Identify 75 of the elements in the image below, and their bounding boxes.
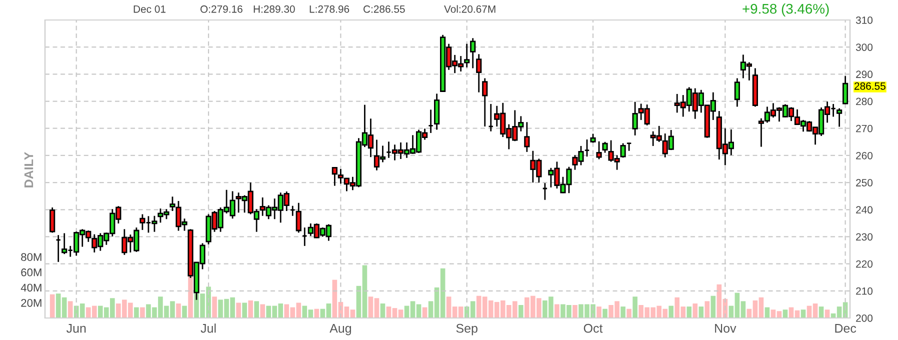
candlestick: [596, 140, 602, 160]
x-tick-label: Sep: [456, 324, 478, 336]
candlestick: [296, 202, 302, 234]
x-tick-label: Jul: [200, 324, 216, 333]
y-tick-label: 240: [856, 206, 873, 214]
candlestick: [434, 92, 440, 130]
bar: [572, 305, 578, 318]
bar: [704, 301, 710, 318]
text: L:278.96: [310, 5, 350, 13]
bar: [260, 304, 265, 318]
bar: [668, 306, 674, 318]
y2-tick-label: 20M: [21, 298, 42, 307]
candlestick: [620, 142, 626, 158]
bar: [686, 306, 692, 318]
bar: [602, 308, 608, 318]
bar: [554, 304, 560, 318]
bar: [380, 303, 386, 318]
bar: [692, 303, 698, 318]
bar: [140, 307, 145, 318]
x-tick-label: Aug: [330, 324, 352, 336]
bar: [620, 306, 626, 318]
text: DAILY: [24, 152, 34, 188]
candlestick: [524, 121, 530, 153]
y2-tick-label: 80M: [21, 253, 42, 262]
bar: [50, 294, 55, 318]
x-tick-label: Nov: [715, 324, 736, 333]
y-tick-label: 280: [856, 98, 873, 106]
y-tick-label: 230: [856, 233, 873, 241]
bar: [626, 308, 632, 318]
bar: [710, 296, 716, 318]
candlestick: [734, 78, 740, 108]
x-tick-label: Oct: [584, 324, 603, 333]
bar: [134, 307, 139, 318]
bar: [248, 300, 253, 318]
bar: [254, 301, 259, 318]
candlestick: [476, 53, 482, 94]
bar: [242, 302, 247, 318]
text: Vol:20.67M: [444, 5, 496, 13]
candlestick: [332, 166, 338, 186]
x-tick-label: Jun: [66, 324, 86, 333]
bar: [818, 306, 824, 318]
candlestick: [470, 37, 476, 69]
text: O:279.16: [200, 5, 242, 13]
bar: [698, 306, 704, 318]
bar: [68, 301, 73, 318]
x-tick-label: Dec: [835, 324, 856, 333]
candlestick: [602, 141, 608, 154]
y-tick-label: 220: [856, 260, 873, 268]
candlestick: [50, 206, 56, 234]
candlestick: [482, 78, 488, 128]
y-tick-label: 200: [856, 314, 873, 322]
y-tick-label: 310: [856, 16, 873, 24]
y-tick-label: 260: [856, 152, 873, 160]
y2-tick-label: 60M: [21, 268, 42, 276]
candlestick: [842, 75, 848, 105]
bar: [176, 303, 181, 318]
text: Dec 01: [134, 5, 166, 13]
bar: [596, 306, 602, 318]
text: +9.58 (3.46%): [742, 4, 829, 16]
bar: [632, 296, 638, 318]
candlestick: [464, 43, 470, 68]
y-tick-label: 270: [856, 124, 873, 132]
bar: [236, 302, 241, 318]
y-tick-label: 300: [856, 44, 873, 51]
bar: [212, 296, 217, 318]
y2-tick-label: 40M: [20, 284, 42, 292]
text: H:289.30: [254, 5, 295, 13]
bar: [182, 306, 187, 318]
text: C:286.55: [364, 5, 405, 13]
y-tick-label: 210: [856, 287, 873, 295]
bar: [518, 305, 524, 318]
y-tick-label: 290: [856, 70, 873, 78]
text: 286.55: [854, 82, 886, 90]
y-tick-label: 250: [856, 179, 873, 186]
candlestick: [836, 108, 842, 128]
